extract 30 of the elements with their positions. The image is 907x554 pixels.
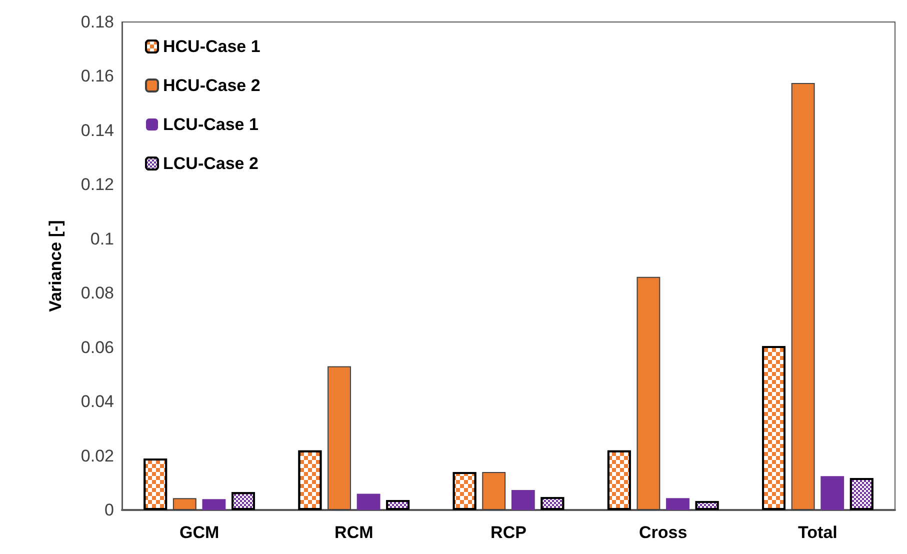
y-tick-label: 0.04: [80, 392, 114, 412]
y-tick-label: 0: [104, 500, 114, 520]
x-tick-label: RCM: [334, 523, 374, 542]
legend-label: HCU-Case 1: [163, 37, 260, 56]
y-tick-label: 0.1: [90, 229, 114, 248]
bar: [511, 490, 535, 510]
x-tick-label: GCM: [179, 523, 220, 542]
y-tick-label: 0.02: [80, 446, 114, 466]
bar: [202, 499, 226, 510]
y-tick-label: 0.16: [80, 66, 114, 86]
bar: [666, 498, 690, 510]
x-tick-label: RCP: [490, 523, 526, 542]
bar: [356, 494, 380, 510]
y-tick-label: 0.12: [80, 175, 114, 194]
bar: [328, 366, 351, 510]
bar: [636, 276, 660, 510]
bar: [482, 472, 506, 510]
x-tick-label: Total: [798, 523, 838, 542]
y-tick-label: 0.14: [80, 120, 114, 140]
legend-label: LCU-Case 1: [163, 115, 258, 134]
bar: [791, 83, 815, 510]
bar: [820, 476, 844, 510]
y-tick-label: 0.06: [80, 338, 114, 357]
bar: [172, 498, 196, 510]
legend-label: HCU-Case 2: [163, 76, 260, 95]
legend-label: LCU-Case 2: [163, 154, 258, 173]
y-tick-label: 0.08: [80, 284, 114, 303]
x-tick-label: Cross: [639, 523, 688, 542]
y-axis-title: Variance [-]: [46, 220, 65, 312]
y-tick-label: 0.18: [80, 12, 114, 32]
